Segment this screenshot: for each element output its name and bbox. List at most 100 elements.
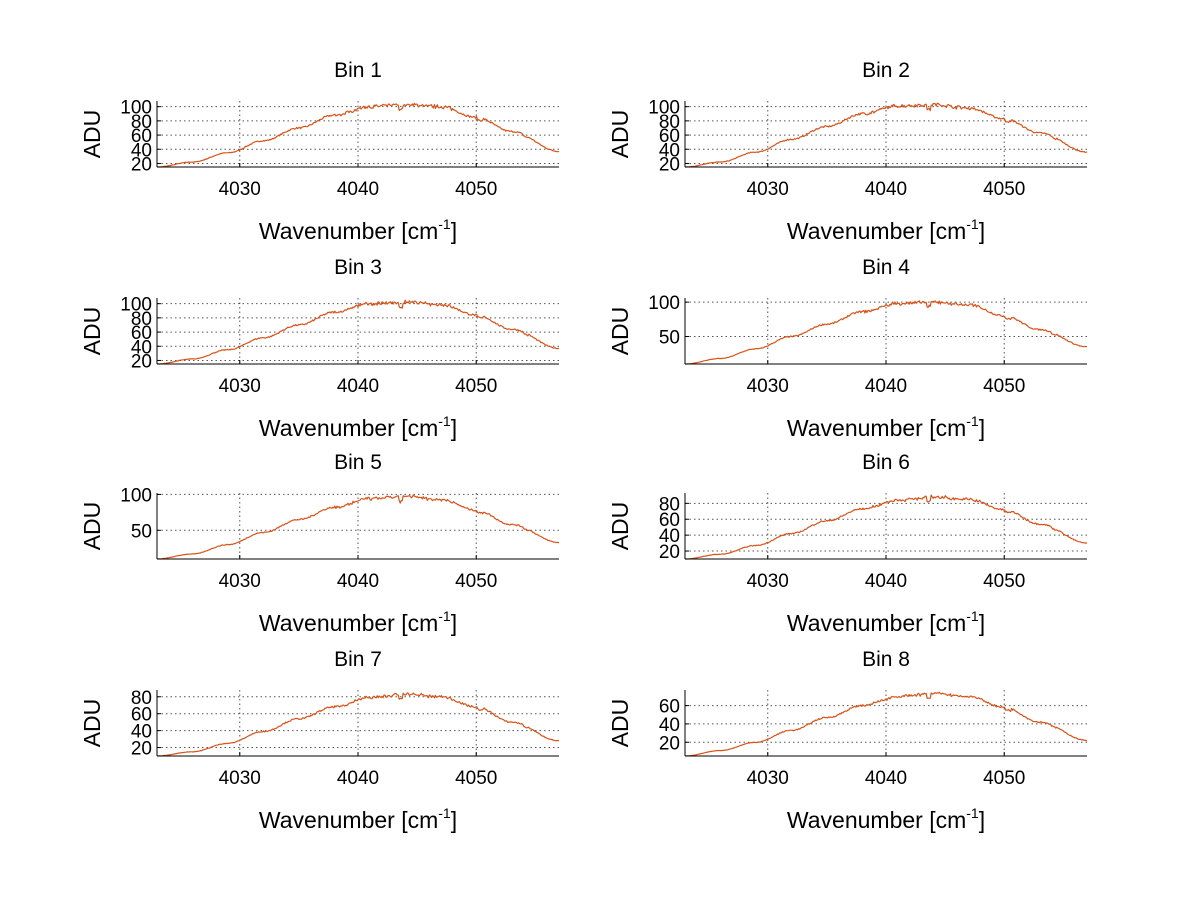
x-axis-label: Wavenumber [cm-1] (787, 608, 985, 636)
x-axis-label-text: Wavenumber [cm (259, 807, 438, 833)
subplot-5: Bin 5 4030 4040 4050 50 100 ADU Wavenumber [cm-… (79, 451, 560, 636)
x-tick-label: 4050 (455, 571, 497, 592)
x-tick-label: 4040 (337, 768, 379, 789)
series-line (156, 299, 560, 365)
y-tick-label: 20 (659, 733, 680, 754)
subplot-title: Bin 6 (862, 451, 910, 474)
y-tick-label: 40 (131, 722, 152, 743)
subplot-4: Bin 4 4030 4040 4050 50 100 ADU Wavenumber [cm-… (607, 256, 1088, 441)
y-tick-label: 50 (131, 521, 152, 542)
y-axis-label: ADU (607, 502, 633, 551)
x-axis-label-superscript: -1 (438, 413, 451, 429)
y-axis-label: ADU (607, 110, 633, 159)
subplot-title: Bin 4 (862, 256, 910, 279)
x-axis-label-superscript: -1 (438, 805, 451, 821)
y-tick-label: 20 (131, 154, 152, 175)
y-tick-label: 100 (120, 485, 152, 506)
y-tick-label: 60 (131, 705, 152, 726)
x-tick-label: 4040 (865, 179, 907, 200)
y-tick-label: 80 (131, 112, 152, 133)
y-tick-label: 40 (659, 715, 680, 736)
y-tick-label: 20 (659, 542, 680, 563)
x-axis-label-superscript: -1 (966, 608, 979, 624)
y-tick-label: 40 (659, 140, 680, 161)
x-tick-label: 4030 (747, 768, 789, 789)
x-axis-label-close: ] (979, 218, 985, 244)
series-line (685, 102, 1088, 168)
x-axis-label-close: ] (451, 415, 457, 441)
y-tick-label: 100 (648, 98, 680, 119)
x-axis-label-superscript: -1 (438, 608, 451, 624)
x-axis-label-close: ] (451, 218, 457, 244)
y-tick-label: 40 (659, 526, 680, 547)
x-tick-label: 4040 (337, 179, 379, 200)
subplot-title: Bin 8 (862, 648, 910, 671)
x-tick-label: 4030 (219, 376, 261, 397)
series-line (156, 692, 560, 757)
x-axis-label-superscript: -1 (966, 805, 979, 821)
y-tick-label: 20 (131, 739, 152, 760)
series-line (156, 494, 560, 560)
y-tick-label: 60 (659, 126, 680, 147)
x-tick-label: 4050 (983, 571, 1025, 592)
x-axis-label-close: ] (979, 807, 985, 833)
y-tick-label: 60 (659, 697, 680, 718)
x-axis-label-text: Wavenumber [cm (259, 415, 438, 441)
y-tick-label: 60 (131, 126, 152, 147)
x-axis-label-superscript: -1 (438, 216, 451, 232)
x-tick-label: 4040 (337, 376, 379, 397)
x-axis-label: Wavenumber [cm-1] (259, 413, 457, 441)
y-axis-label: ADU (607, 307, 633, 356)
y-axis-label: ADU (79, 307, 105, 356)
x-axis-label: Wavenumber [cm-1] (259, 216, 457, 244)
x-tick-label: 4050 (455, 179, 497, 200)
series-line (685, 300, 1088, 365)
x-axis-label-close: ] (979, 415, 985, 441)
x-axis-label-text: Wavenumber [cm (787, 807, 966, 833)
y-axis-label: ADU (79, 699, 105, 748)
x-tick-label: 4050 (455, 376, 497, 397)
x-axis-label-superscript: -1 (966, 413, 979, 429)
y-tick-label: 100 (120, 98, 152, 119)
y-tick-label: 80 (659, 494, 680, 515)
y-tick-label: 60 (659, 510, 680, 531)
x-tick-label: 4030 (219, 571, 261, 592)
y-tick-label: 80 (659, 112, 680, 133)
x-axis-label: Wavenumber [cm-1] (787, 805, 985, 833)
x-tick-label: 4040 (865, 376, 907, 397)
x-axis-label-text: Wavenumber [cm (259, 218, 438, 244)
x-axis-label: Wavenumber [cm-1] (259, 805, 457, 833)
x-axis-label-close: ] (451, 610, 457, 636)
series-line (684, 691, 1088, 757)
x-axis-label-close: ] (451, 807, 457, 833)
x-axis-label-superscript: -1 (966, 216, 979, 232)
x-axis-label: Wavenumber [cm-1] (787, 413, 985, 441)
x-tick-label: 4050 (983, 376, 1025, 397)
x-tick-label: 4030 (219, 768, 261, 789)
y-axis-label: ADU (607, 699, 633, 748)
y-tick-label: 100 (648, 293, 680, 314)
x-axis-label: Wavenumber [cm-1] (259, 608, 457, 636)
x-tick-label: 4050 (983, 179, 1025, 200)
x-tick-label: 4030 (747, 179, 789, 200)
x-axis-label: Wavenumber [cm-1] (787, 216, 985, 244)
subplot-title: Bin 7 (334, 648, 382, 671)
x-tick-label: 4030 (747, 571, 789, 592)
y-tick-label: 100 (120, 295, 152, 316)
y-axis-label: ADU (79, 502, 105, 551)
x-tick-label: 4040 (337, 571, 379, 592)
y-tick-label: 60 (131, 323, 152, 344)
y-axis-label: ADU (79, 110, 105, 159)
y-tick-label: 40 (131, 140, 152, 161)
series-line (156, 102, 560, 168)
x-tick-label: 4030 (747, 376, 789, 397)
x-tick-label: 4040 (865, 571, 907, 592)
x-tick-label: 4030 (219, 179, 261, 200)
y-tick-label: 80 (131, 309, 152, 330)
